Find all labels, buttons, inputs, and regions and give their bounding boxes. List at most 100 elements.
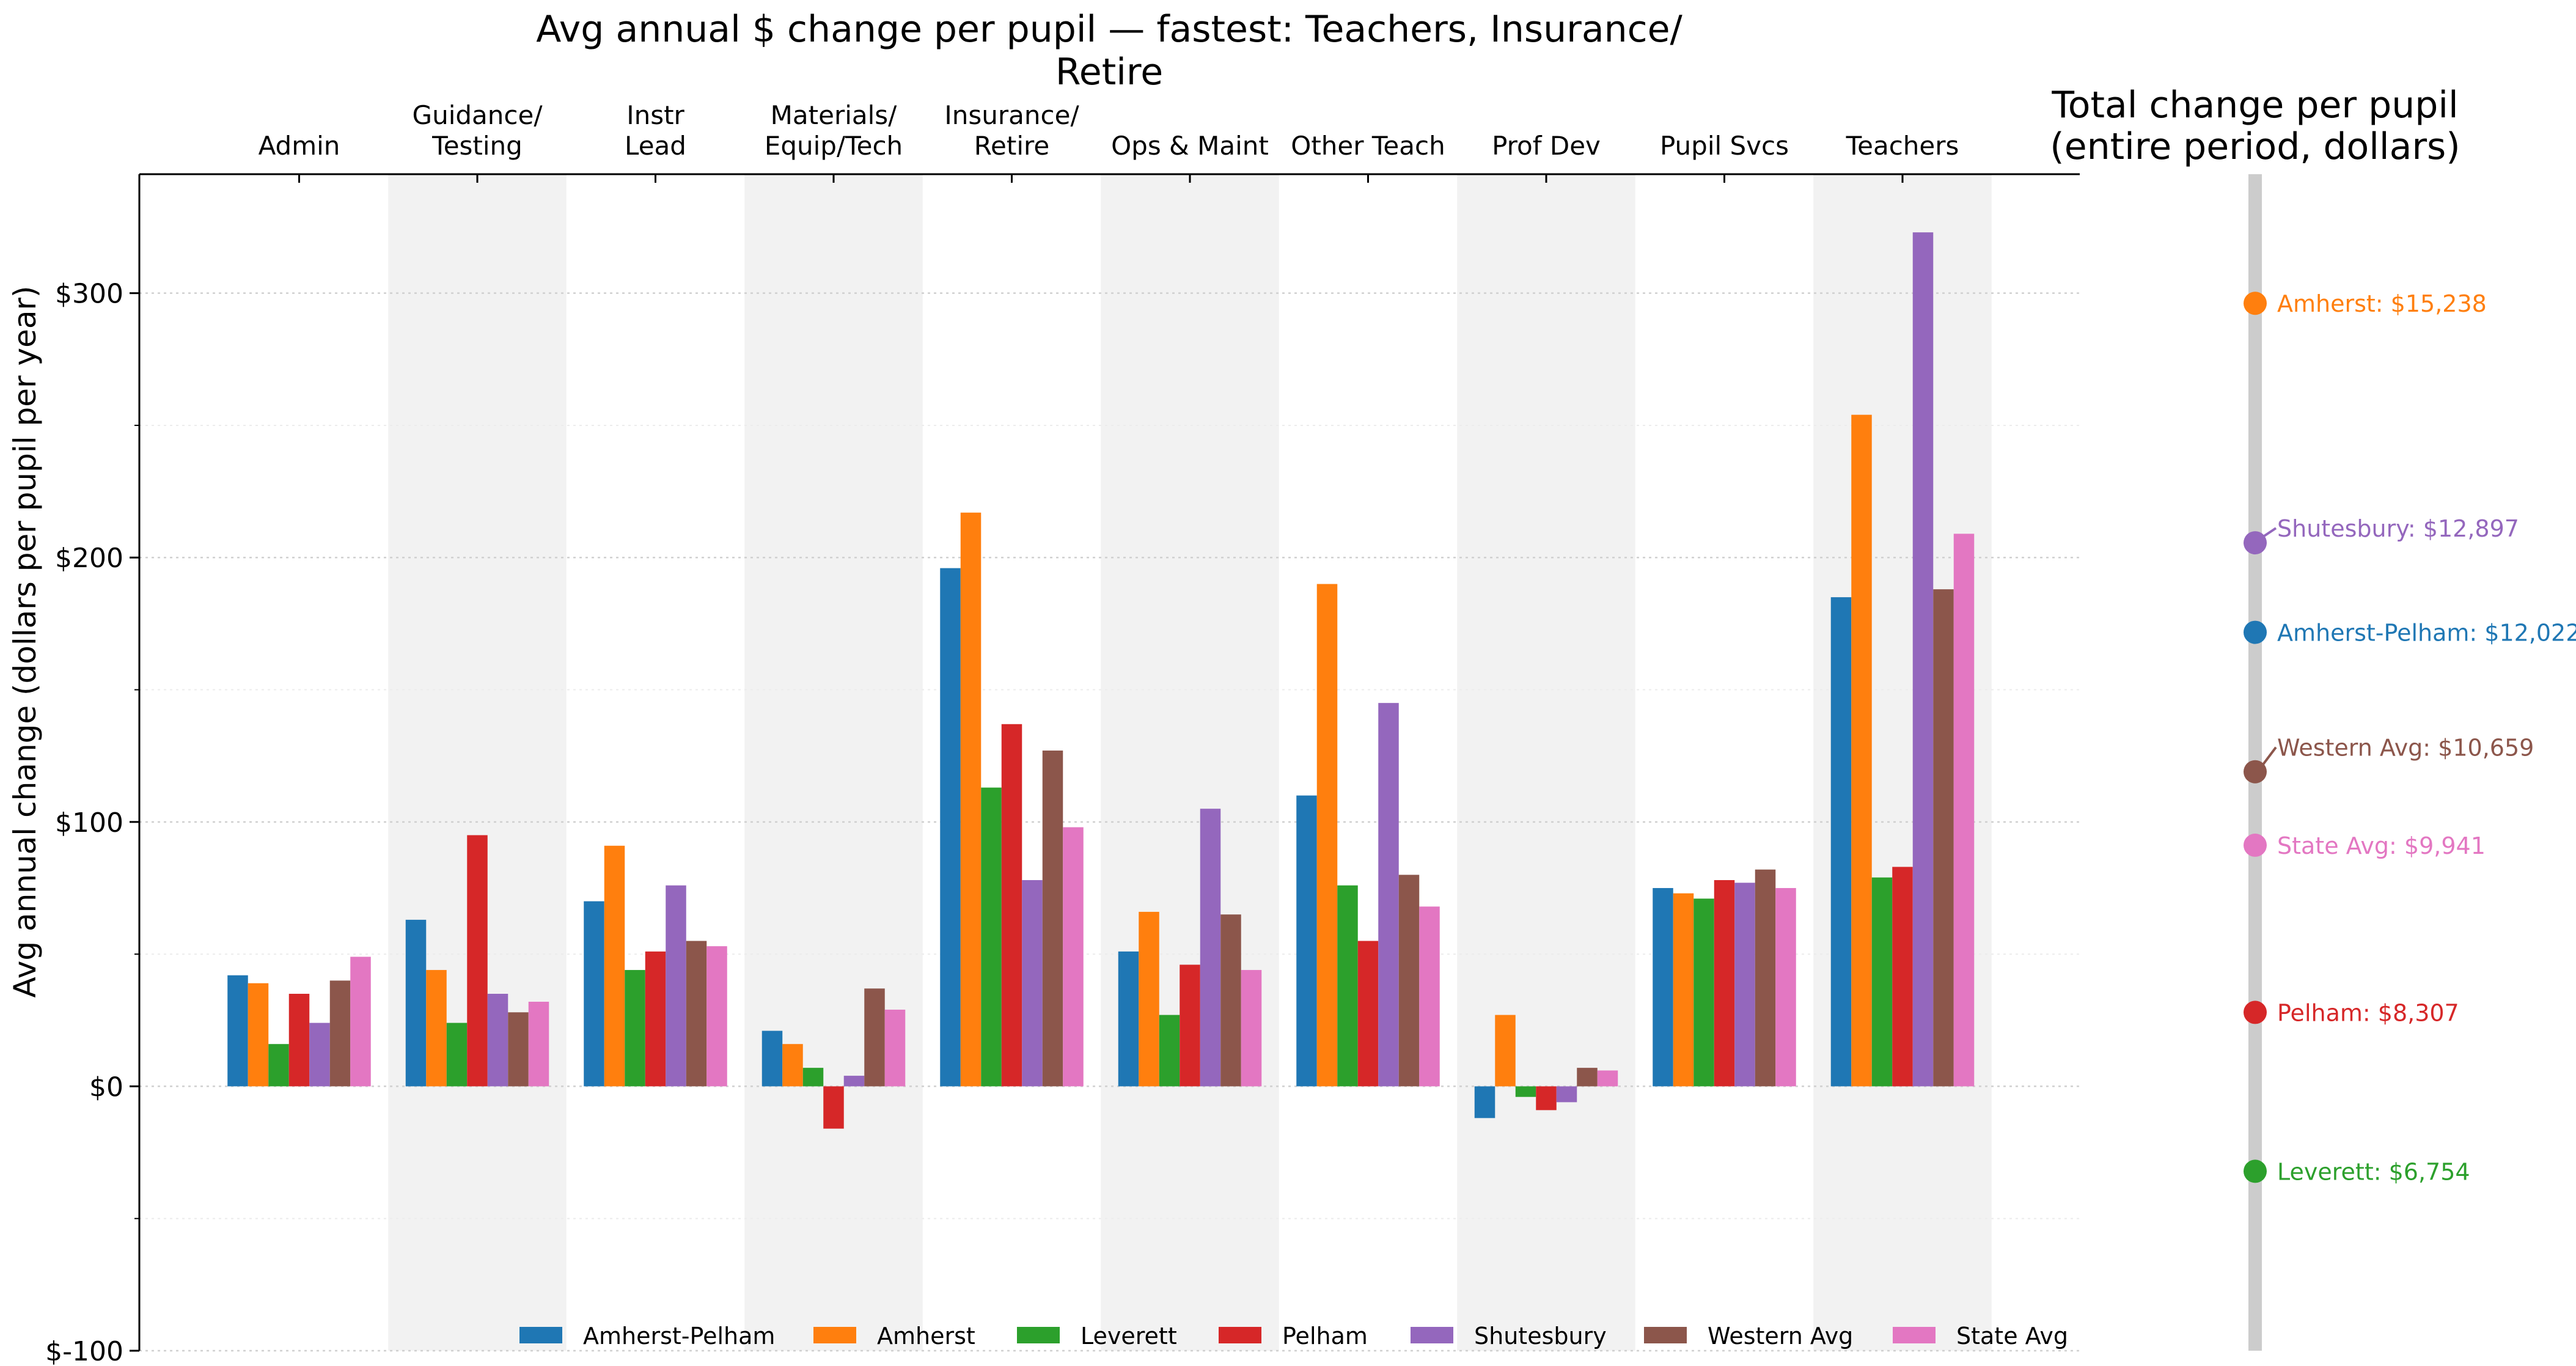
bars [227, 232, 1975, 1129]
legend-label-amherst: Amherst [877, 1323, 975, 1349]
bar-shutesbury-admin [309, 1023, 330, 1087]
bar-amherst-pelham-insurance-retire [940, 568, 961, 1087]
bar-amherst-insurance-retire [960, 512, 982, 1087]
bar-state-avg-teachers [1953, 534, 1975, 1087]
total-label-amherst-pelham: Amherst-Pelham: $12,022 [2277, 620, 2576, 647]
total-label-amherst: Amherst: $15,238 [2277, 290, 2487, 317]
bar-pelham-materials-equip-tech [823, 1086, 844, 1129]
legend: Amherst-Pelham Amherst Leverett Pelham Shute… [519, 1323, 2068, 1349]
bar-western-avg-prof-dev [1577, 1068, 1598, 1087]
bar-pelham-ops-maint [1180, 964, 1200, 1087]
legend-label-pelham: Pelham [1282, 1323, 1368, 1349]
legend-label-western-avg: Western Avg [1708, 1323, 1853, 1349]
bar-state-avg-pupil-svcs [1775, 887, 1796, 1087]
total-point-amherst-pelham: Amherst-Pelham: $12,022 [2244, 620, 2576, 647]
bar-amherst-prof-dev [1495, 1015, 1516, 1087]
bar-pelham-guidance-testing [467, 835, 488, 1087]
total-point-pelham: Pelham: $8,307 [2244, 999, 2459, 1026]
bar-amherst-guidance-testing [426, 970, 447, 1087]
category-label-admin: Admin [259, 131, 340, 161]
legend-item-amherst: Amherst [813, 1323, 975, 1349]
total-point-western-avg: Western Avg: $10,659 [2244, 735, 2534, 784]
chart-title: Avg annual $ change per pupil — fastest:… [536, 8, 1682, 94]
bar-leverett-prof-dev [1515, 1086, 1536, 1097]
bar-amherst-pelham-other-teach [1296, 795, 1317, 1087]
bar-western-avg-instr-lead [686, 941, 707, 1087]
bar-shutesbury-insurance-retire [1022, 880, 1043, 1087]
total-point-amherst: Amherst: $15,238 [2244, 290, 2487, 317]
bar-western-avg-materials-equip-tech [864, 988, 885, 1087]
legend-item-state-avg: State Avg [1893, 1323, 2068, 1349]
category-band-prof-dev [1457, 174, 1635, 1351]
bar-shutesbury-teachers [1912, 232, 1934, 1087]
legend-item-amherst-pelham: Amherst-Pelham [519, 1323, 775, 1349]
legend-swatch-leverett [1017, 1327, 1060, 1343]
bar-western-avg-teachers [1933, 589, 1954, 1087]
bar-amherst-pelham-ops-maint [1118, 951, 1139, 1087]
bar-pelham-pupil-svcs [1714, 880, 1735, 1087]
bar-pelham-instr-lead [645, 951, 666, 1087]
category-label-teachers: Teachers [1846, 131, 1959, 161]
legend-label-leverett: Leverett [1081, 1323, 1177, 1349]
bar-leverett-teachers [1871, 877, 1893, 1087]
category-label-instr-lead: Instr Lead [625, 100, 686, 161]
bar-amherst-pelham-prof-dev [1474, 1086, 1495, 1118]
category-band-materials-equip-tech [744, 174, 923, 1351]
bar-leverett-pupil-svcs [1693, 898, 1714, 1087]
bar-state-avg-prof-dev [1597, 1070, 1618, 1087]
y-axis-label: Avg annual change (dollars per pupil per… [7, 285, 43, 997]
bar-western-avg-guidance-testing [508, 1012, 529, 1087]
legend-swatch-amherst [813, 1327, 856, 1343]
bar-amherst-admin [248, 983, 269, 1087]
y-tick-label-300: $300 [55, 279, 123, 310]
bar-shutesbury-prof-dev [1556, 1086, 1577, 1103]
legend-label-amherst-pelham: Amherst-Pelham [583, 1323, 775, 1349]
bar-pelham-admin [288, 994, 310, 1087]
total-label-pelham: Pelham: $8,307 [2277, 999, 2459, 1026]
total-change-panel: Total change per pupil (entire period, do… [2050, 84, 2576, 1351]
total-point-shutesbury: Shutesbury: $12,897 [2244, 515, 2519, 555]
bar-western-avg-admin [329, 980, 351, 1087]
legend-label-state-avg: State Avg [1956, 1323, 2068, 1349]
dot-state-avg [2244, 833, 2267, 857]
bar-pelham-other-teach [1357, 941, 1379, 1087]
y-tick-labels: $-100 $0 $100 $200 $300 [45, 279, 123, 1366]
dot-pelham [2244, 1001, 2267, 1024]
bar-amherst-pelham-pupil-svcs [1653, 887, 1673, 1087]
dot-amherst [2244, 292, 2267, 315]
bar-amherst-teachers [1851, 414, 1872, 1087]
legend-swatch-western-avg [1644, 1327, 1687, 1343]
bar-western-avg-other-teach [1398, 875, 1420, 1087]
bar-amherst-pelham-materials-equip-tech [761, 1030, 783, 1087]
bar-western-avg-insurance-retire [1042, 751, 1063, 1087]
bar-shutesbury-guidance-testing [487, 994, 508, 1087]
dot-western-avg [2244, 760, 2267, 784]
y-tick-label-0: $0 [89, 1071, 123, 1103]
bar-state-avg-instr-lead [706, 946, 727, 1087]
bar-shutesbury-ops-maint [1200, 809, 1221, 1087]
dot-leverett [2244, 1159, 2267, 1183]
category-band-ops-maint [1101, 174, 1279, 1351]
legend-swatch-shutesbury [1411, 1327, 1453, 1343]
bar-pelham-insurance-retire [1001, 724, 1022, 1087]
bar-amherst-pelham-instr-lead [584, 901, 604, 1087]
bar-western-avg-pupil-svcs [1755, 869, 1776, 1087]
total-label-shutesbury: Shutesbury: $12,897 [2277, 515, 2519, 542]
bar-western-avg-ops-maint [1220, 914, 1241, 1087]
dot-shutesbury [2244, 531, 2267, 555]
legend-item-shutesbury: Shutesbury [1411, 1323, 1607, 1349]
category-label-guidance-testing: Guidance/Testing [413, 100, 543, 161]
bar-leverett-materials-equip-tech [802, 1068, 824, 1087]
panel-title: Total change per pupil (entire period, do… [2050, 84, 2460, 168]
y-tick-label-200: $200 [55, 543, 123, 574]
axes [130, 173, 2080, 1352]
y-tick-label-100: $100 [55, 807, 123, 839]
bar-amherst-materials-equip-tech [782, 1044, 803, 1087]
category-label-pupil-svcs: Pupil Svcs [1660, 131, 1789, 161]
bar-leverett-insurance-retire [981, 787, 1002, 1087]
total-point-leverett: Leverett: $6,754 [2244, 1158, 2470, 1185]
legend-swatch-amherst-pelham [519, 1327, 562, 1343]
legend-label-shutesbury: Shutesbury [1474, 1323, 1607, 1349]
bar-state-avg-insurance-retire [1063, 827, 1084, 1087]
